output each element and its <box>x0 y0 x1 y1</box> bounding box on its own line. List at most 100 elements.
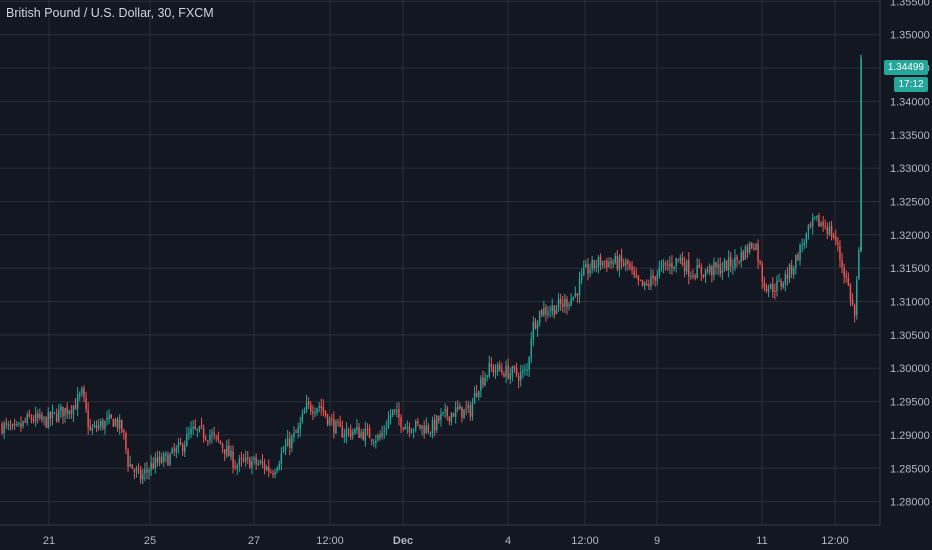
candle-body <box>589 269 591 274</box>
candle-body <box>97 424 100 429</box>
candle-body <box>230 450 232 457</box>
candle-body <box>444 409 446 412</box>
candle-body <box>85 397 87 410</box>
candle-body <box>702 274 705 277</box>
candle-body <box>799 245 801 261</box>
candle-body <box>612 262 614 265</box>
candle-body <box>192 427 194 429</box>
candle-body <box>486 375 488 378</box>
candle-body <box>282 451 285 453</box>
candle-body <box>721 269 724 274</box>
candle-body <box>633 270 635 276</box>
candle-body <box>408 426 411 433</box>
candle-body <box>845 275 847 278</box>
time-axis[interactable]: 21 25 27 12:00 Dec 4 12:00 9 11 12:00 <box>43 535 849 547</box>
candle-body <box>761 264 763 283</box>
candle-body <box>156 457 159 463</box>
candle-body <box>759 261 761 264</box>
candle-body <box>385 427 388 430</box>
candle-body <box>305 402 308 411</box>
symbol-title[interactable]: British Pound / U.S. Dollar, 30, FXCM <box>6 6 214 20</box>
candle-body <box>121 419 123 432</box>
candle-body <box>805 232 808 243</box>
candle-body <box>184 445 186 453</box>
candle-body <box>595 266 598 268</box>
candle-body <box>627 259 629 264</box>
candle-body <box>765 286 768 291</box>
candle-body <box>360 432 362 438</box>
candle-body <box>173 449 175 452</box>
candle-body <box>123 430 125 433</box>
price-tick-label: 1.29000 <box>890 430 930 442</box>
candle-body <box>465 407 467 409</box>
candle-body <box>331 419 333 421</box>
candle-body <box>226 446 228 456</box>
candle-body <box>681 257 684 265</box>
candle-body <box>11 424 14 426</box>
candle-body <box>692 275 694 277</box>
candle-body <box>690 276 692 278</box>
candle-body <box>278 464 280 470</box>
candle-body <box>732 266 734 268</box>
candle-body <box>400 417 402 428</box>
candle-body <box>664 263 667 265</box>
price-axis[interactable]: 1.28000 1.28500 1.29000 1.29500 1.30000 1.305… <box>890 0 930 509</box>
candle-body <box>538 310 541 324</box>
candle-body <box>74 405 77 410</box>
candle-body <box>459 405 461 410</box>
candle-body <box>379 435 381 438</box>
candle-body <box>106 418 108 420</box>
candle-body <box>270 472 272 474</box>
price-tick-label: 1.31500 <box>890 263 930 275</box>
candle-body <box>669 263 671 267</box>
candle-body <box>606 260 608 268</box>
candle-body <box>398 409 400 419</box>
candle-body <box>543 308 545 316</box>
candle-body <box>618 256 621 270</box>
price-tick-label: 1.28500 <box>890 463 930 475</box>
candle-body <box>547 312 549 316</box>
candle-body <box>158 456 161 463</box>
time-tick-label: 12:00 <box>571 535 599 547</box>
candle-body <box>501 369 503 373</box>
candle-body <box>79 393 81 396</box>
candle-body <box>776 280 778 292</box>
candle-body <box>597 256 600 268</box>
candle-body <box>87 409 89 428</box>
candle-body <box>656 274 658 282</box>
candle-body <box>557 299 560 308</box>
time-tick-label: 11 <box>756 535 767 547</box>
candle-body <box>387 418 390 428</box>
candle-body <box>410 431 413 434</box>
candle-body <box>188 433 190 435</box>
candle-body <box>572 296 574 300</box>
candle-body <box>473 393 476 404</box>
candle-body <box>679 257 682 261</box>
candle-body <box>261 461 264 464</box>
candle-body <box>177 442 180 448</box>
candle-body <box>599 256 602 266</box>
candle-body <box>520 372 522 380</box>
candle-body <box>345 429 348 436</box>
candle-body <box>152 463 154 469</box>
candle-body <box>688 260 690 277</box>
time-tick-label: 12:00 <box>821 535 849 547</box>
candle-body <box>828 226 831 235</box>
candle-body <box>576 293 579 296</box>
candle-body <box>251 461 253 468</box>
candle-body <box>112 419 115 427</box>
candle-body <box>51 411 54 419</box>
candle-body <box>24 421 26 423</box>
candle-body <box>478 391 480 397</box>
candle-body <box>448 416 451 422</box>
candle-body <box>259 461 262 463</box>
candle-body <box>625 260 627 265</box>
candle-body <box>169 453 171 465</box>
candle-body <box>427 425 430 432</box>
candle-body <box>671 262 673 268</box>
candle-body <box>179 442 182 445</box>
candle-body <box>461 406 463 418</box>
candle-body <box>209 435 211 441</box>
candle-body <box>454 407 457 417</box>
